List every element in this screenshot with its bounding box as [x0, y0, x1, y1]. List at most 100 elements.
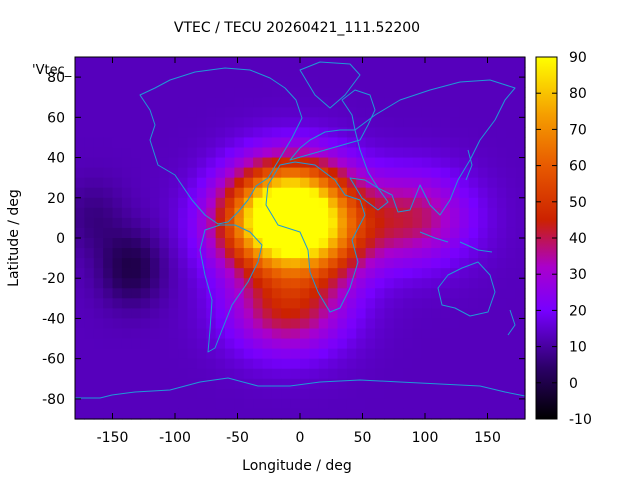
heatmap-cell [271, 167, 282, 179]
heatmap-cell [75, 157, 85, 169]
heatmap-cell [515, 248, 526, 259]
heatmap-cell [159, 378, 170, 390]
heatmap-cell [112, 328, 123, 340]
heatmap-cell [356, 378, 367, 390]
heatmap-cell [262, 167, 273, 179]
heatmap-cell [281, 87, 292, 98]
colorbar-tick-label: 60 [569, 159, 587, 175]
heatmap-cell [243, 328, 254, 340]
heatmap-cell [375, 278, 385, 289]
heatmap-cell [337, 378, 348, 390]
heatmap-cell [253, 137, 264, 149]
heatmap-cell [290, 318, 301, 330]
heatmap-cell [187, 398, 198, 410]
heatmap-cell [253, 107, 264, 118]
heatmap-cell [225, 238, 235, 249]
heatmap-cell [243, 67, 254, 78]
heatmap-cell [93, 187, 104, 199]
heatmap-cell [309, 117, 320, 128]
heatmap-cell [346, 238, 357, 249]
heatmap-cell [309, 238, 320, 249]
coastline-europe [289, 89, 376, 161]
heatmap-cell [328, 177, 339, 189]
heatmap-cell [328, 398, 339, 410]
heatmap-cell [168, 107, 179, 118]
heatmap-cell [281, 167, 292, 179]
heatmap-cell [84, 298, 95, 309]
heatmap-cell [206, 268, 217, 279]
heatmap-cell [487, 328, 498, 340]
heatmap-cell [384, 167, 395, 179]
heatmap-cell [431, 107, 442, 118]
heatmap-cell [159, 398, 170, 410]
heatmap-cell [159, 388, 170, 400]
heatmap-cell [196, 197, 207, 209]
heatmap-cell [431, 77, 442, 88]
heatmap-cell [196, 258, 207, 269]
heatmap-cell [309, 77, 320, 88]
heatmap-cell [196, 117, 207, 128]
heatmap-cell [487, 358, 498, 370]
heatmap-cell [225, 77, 235, 88]
heatmap-cell [290, 258, 301, 269]
heatmap-cell [356, 67, 367, 78]
heatmap-cell [412, 157, 423, 169]
heatmap-cell [178, 368, 189, 380]
heatmap-cell [365, 398, 376, 410]
heatmap-cell [290, 187, 301, 199]
heatmap-cell [262, 238, 273, 249]
heatmap-cell [403, 318, 414, 330]
heatmap-cell [112, 107, 123, 118]
heatmap-cell [496, 288, 507, 299]
heatmap-cell [243, 77, 254, 88]
heatmap-cell [196, 338, 207, 350]
x-tick-label: 0 [296, 430, 305, 446]
heatmap-cell [318, 87, 329, 98]
heatmap-cell [75, 268, 85, 279]
heatmap-cell [440, 288, 451, 299]
heatmap-cell [121, 378, 132, 390]
heatmap-cell [262, 107, 273, 118]
heatmap-cell [346, 398, 357, 410]
heatmap-cell [412, 368, 423, 380]
heatmap-cell [384, 408, 395, 420]
heatmap-cell [131, 268, 142, 279]
heatmap-cell [478, 348, 489, 360]
heatmap-cell [431, 408, 442, 420]
heatmap-cell [450, 137, 460, 149]
heatmap-cell [290, 398, 301, 410]
heatmap-cell [75, 278, 85, 289]
heatmap-cell [393, 358, 404, 370]
heatmap-cell [196, 388, 207, 400]
heatmap-cell [75, 398, 85, 410]
heatmap-cell [150, 147, 160, 159]
heatmap-cell [421, 87, 432, 98]
heatmap-cell [365, 187, 376, 199]
heatmap-cell [506, 157, 517, 169]
heatmap-cell [84, 248, 95, 259]
heatmap-cell [178, 338, 189, 350]
heatmap-cell [459, 107, 470, 118]
heatmap-cell [365, 278, 376, 289]
heatmap-cell [506, 107, 517, 118]
heatmap-cell [225, 338, 235, 350]
heatmap-cell [412, 338, 423, 350]
heatmap-cell [215, 278, 226, 289]
heatmap-cell [421, 197, 432, 209]
heatmap-cell [84, 147, 95, 159]
heatmap-cell [393, 127, 404, 139]
heatmap-cell [375, 227, 385, 239]
heatmap-cell [365, 77, 376, 88]
heatmap-cell [281, 298, 292, 309]
heatmap-cell [187, 227, 198, 239]
heatmap-cell [478, 107, 489, 118]
heatmap-cell [337, 187, 348, 199]
heatmap-cell [140, 398, 151, 410]
heatmap-cell [215, 157, 226, 169]
heatmap-cell [112, 258, 123, 269]
heatmap-cell [309, 87, 320, 98]
heatmap-cell [328, 388, 339, 400]
heatmap-cell [384, 398, 395, 410]
heatmap-cell [450, 368, 460, 380]
heatmap-cell [281, 77, 292, 88]
